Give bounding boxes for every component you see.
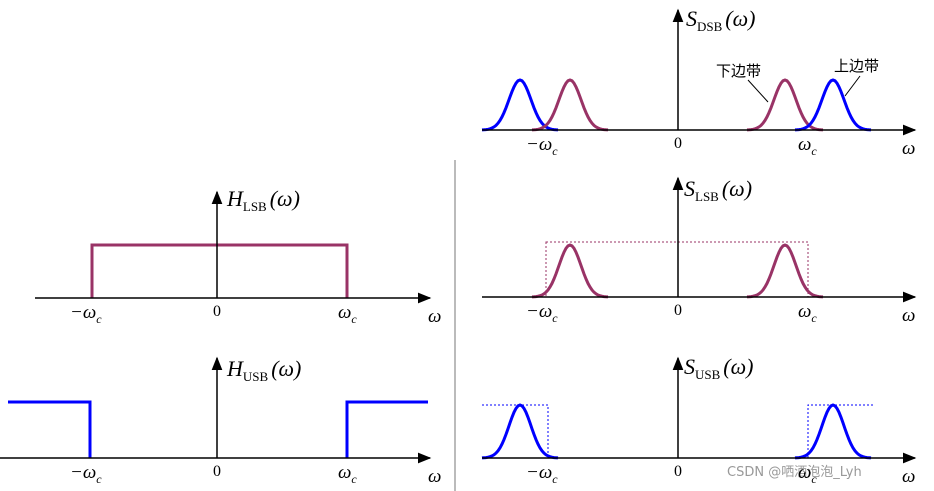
neg-omega: −ω (526, 301, 552, 322)
title-argument: (ω) (271, 356, 301, 381)
origin-label: 0 (213, 463, 221, 480)
pos-carrier-label: ωc (798, 462, 817, 486)
title-subscript: LSB (243, 199, 267, 214)
sideband (531, 243, 609, 299)
title-symbol: S (684, 176, 695, 201)
axis-label: ω (902, 305, 915, 326)
omega: ω (798, 462, 811, 483)
lsb-filter (90, 243, 349, 298)
sideband (794, 403, 872, 460)
subscript: c (811, 144, 817, 158)
title-argument: (ω) (725, 6, 755, 31)
omega: ω (338, 302, 351, 323)
sideband (531, 78, 609, 132)
sideband (746, 243, 824, 299)
leader (747, 79, 769, 103)
panel-title: SLSB (ω) (684, 176, 752, 204)
title-symbol: S (684, 354, 695, 379)
neg-omega: −ω (70, 302, 96, 323)
subscript: c (552, 311, 558, 325)
axis-label: ω (902, 138, 915, 159)
watermark: CSDN @哂酒泡泡_Lyh (727, 465, 862, 480)
title-symbol: S (686, 6, 697, 31)
title-subscript: USB (243, 369, 269, 384)
omega: ω (798, 134, 811, 155)
panel-title: SDSB (ω) (686, 6, 755, 34)
title-argument: (ω) (722, 176, 752, 201)
origin-label: 0 (674, 135, 682, 152)
subscript: c (96, 312, 102, 326)
sideband (481, 78, 559, 132)
title-subscript: DSB (697, 19, 723, 34)
pos-carrier-label: ωc (798, 134, 817, 158)
axis-label: ω (902, 466, 915, 487)
subscript: c (552, 144, 558, 158)
title-symbol: H (226, 186, 244, 211)
title-subscript: LSB (695, 189, 719, 204)
omega: ω (798, 301, 811, 322)
subscript: c (351, 472, 357, 486)
subscript: c (351, 312, 357, 326)
pos-carrier-label: ωc (338, 302, 357, 326)
lower-sideband-label: 下边带 (716, 62, 761, 80)
omega: ω (338, 462, 351, 483)
neg-omega: −ω (526, 462, 552, 483)
neg-carrier-label: −ωc (526, 462, 558, 486)
panel-title: HUSB (ω) (226, 356, 301, 384)
usb-window (482, 404, 875, 458)
pos-carrier-label: ωc (798, 301, 817, 325)
subscript: c (811, 311, 817, 325)
lsb-window (545, 241, 809, 298)
sideband (746, 78, 824, 132)
origin-label: 0 (674, 463, 682, 480)
title-symbol: H (226, 356, 244, 381)
leader (844, 75, 861, 97)
sideband (794, 78, 872, 132)
axis-label: ω (428, 306, 441, 327)
panel-title: SUSB (ω) (684, 354, 753, 382)
title-subscript: USB (695, 367, 721, 382)
neg-carrier-label: −ωc (526, 301, 558, 325)
subscript: c (552, 472, 558, 486)
subscript: c (96, 472, 102, 486)
origin-label: 0 (213, 303, 221, 320)
usb-filter (8, 400, 428, 458)
axis-label: ω (428, 466, 441, 487)
pos-carrier-label: ωc (338, 462, 357, 486)
neg-carrier-label: −ωc (70, 462, 102, 486)
subscript: c (811, 472, 817, 486)
neg-carrier-label: −ωc (526, 134, 558, 158)
title-argument: (ω) (723, 354, 753, 379)
neg-omega: −ω (526, 134, 552, 155)
sideband (481, 403, 559, 460)
upper-sideband-label: 上边带 (834, 57, 879, 75)
title-argument: (ω) (270, 186, 300, 211)
neg-omega: −ω (70, 462, 96, 483)
neg-carrier-label: −ωc (70, 302, 102, 326)
origin-label: 0 (674, 302, 682, 319)
panel-title: HLSB (ω) (226, 186, 300, 214)
